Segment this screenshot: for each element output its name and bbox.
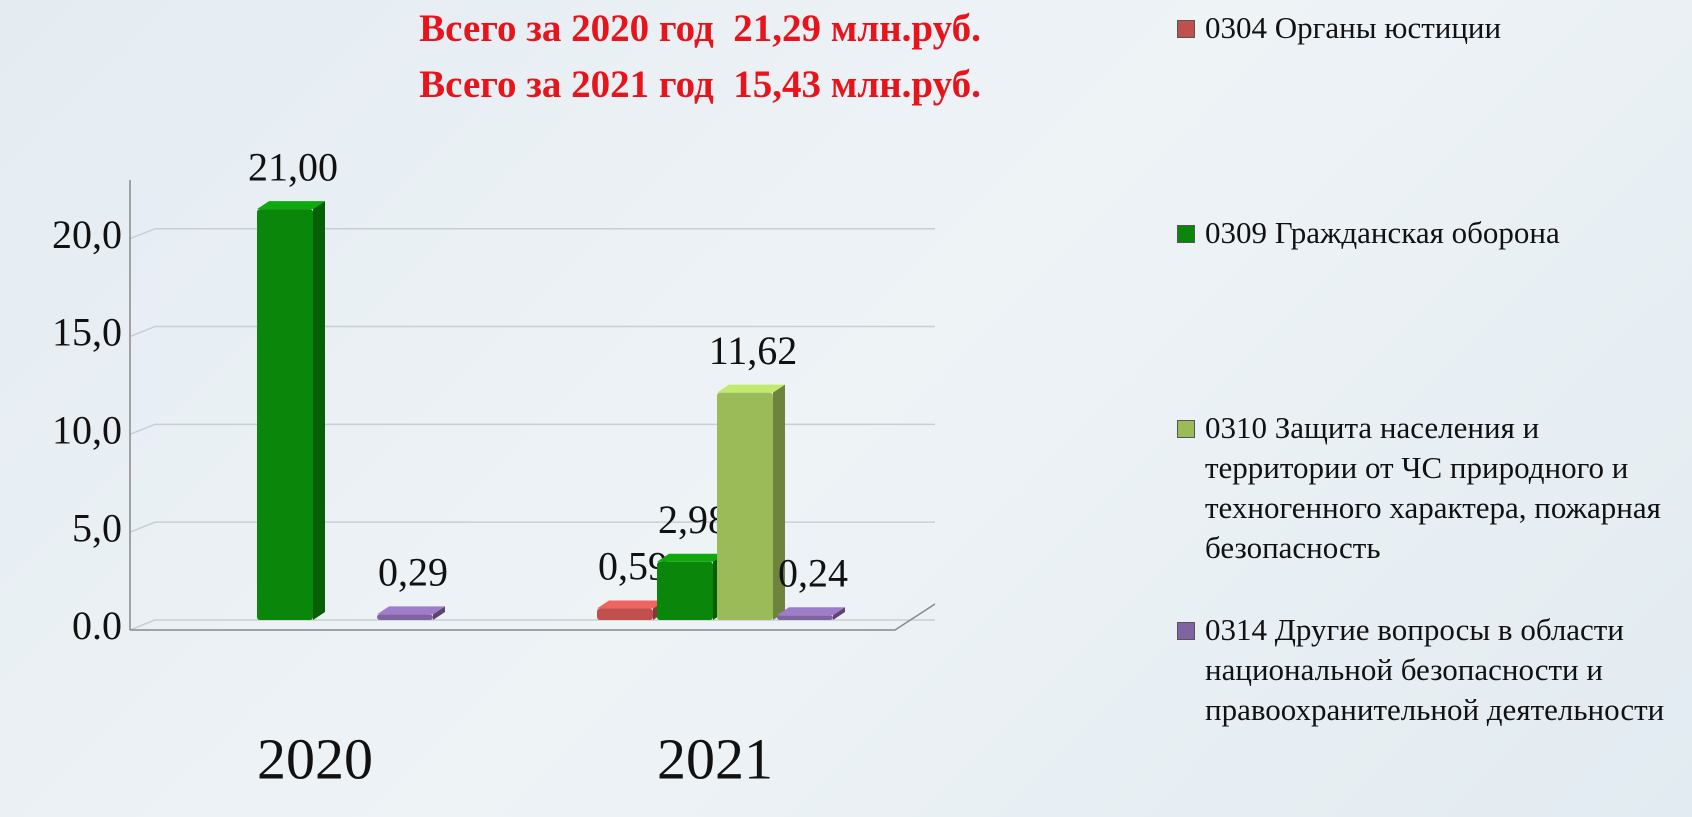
value-label: 21,00 xyxy=(248,144,338,189)
bar xyxy=(597,608,653,620)
legend-marker xyxy=(1177,420,1195,438)
chart-title: Всего за 2020 год 21,29 млн.руб. xyxy=(419,7,981,50)
legend-label: 0314 Другие вопросы в области национальн… xyxy=(1205,612,1665,727)
bar-top xyxy=(257,201,325,210)
legend-label: 0310 Защита населения и территории от ЧС… xyxy=(1205,410,1661,565)
bar xyxy=(657,561,713,620)
chart-subtitle: Всего за 2021 год 15,43 млн.руб. xyxy=(419,63,981,106)
y-tick-label: 10,0 xyxy=(52,408,122,453)
bar-side xyxy=(773,384,785,620)
bar-top xyxy=(717,384,785,393)
legend-marker xyxy=(1177,622,1195,640)
value-label: 2,98 xyxy=(658,497,728,542)
y-tick-label: 5,0 xyxy=(72,505,122,550)
bar xyxy=(777,615,833,620)
y-tick-label: 0.0 xyxy=(72,603,122,648)
bar-top xyxy=(657,553,725,562)
value-label: 0,59 xyxy=(598,544,668,589)
legend-label: 0309 Гражданская оборона xyxy=(1205,215,1560,250)
grid-line xyxy=(129,521,935,533)
value-label: 0,24 xyxy=(778,550,848,595)
bar-top xyxy=(597,600,665,609)
bar xyxy=(377,614,433,620)
value-label: 11,62 xyxy=(709,328,798,373)
grid-line xyxy=(129,423,935,436)
legend-entry: 0310 Защита населения и территории от ЧС… xyxy=(1175,408,1685,568)
y-tick-label: 20,0 xyxy=(52,212,122,257)
y-tick-label: 15,0 xyxy=(52,310,122,355)
x-axis xyxy=(130,603,936,631)
legend-entry: 0314 Другие вопросы в области национальн… xyxy=(1175,610,1685,730)
bar-top xyxy=(777,607,845,616)
legend-marker xyxy=(1177,225,1195,243)
legend-entry: 0304 Органы юстиции xyxy=(1175,8,1685,48)
bar-top xyxy=(377,606,445,615)
bar xyxy=(717,392,773,620)
value-label: 0,29 xyxy=(378,549,448,594)
x-tick-label: 2020 xyxy=(257,726,373,791)
bar-side xyxy=(433,606,445,620)
bar-side xyxy=(833,607,845,620)
bar-side xyxy=(313,201,325,620)
grid-line xyxy=(129,619,935,631)
bar xyxy=(257,209,313,620)
legend-label: 0304 Органы юстиции xyxy=(1205,10,1502,45)
grid-line xyxy=(129,227,935,240)
x-tick-label: 2021 xyxy=(657,726,773,791)
legend-marker xyxy=(1177,20,1195,38)
legend-entry: 0309 Гражданская оборона xyxy=(1175,213,1685,253)
grid-line xyxy=(129,325,935,338)
